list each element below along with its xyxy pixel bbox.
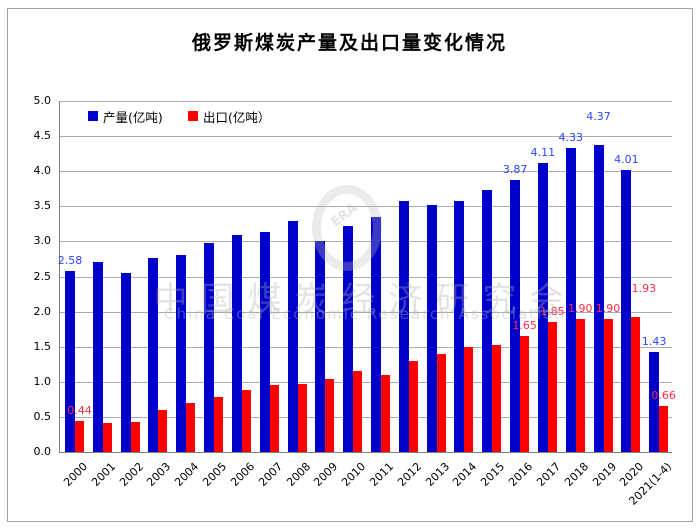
bar-production-2015 xyxy=(482,190,493,452)
gridline xyxy=(60,381,672,383)
bar-export-2017 xyxy=(547,322,557,452)
bar-export-2011 xyxy=(381,374,390,452)
bar-export-2005 xyxy=(214,397,224,452)
bar-export-2000 xyxy=(75,421,84,452)
gridline xyxy=(60,416,672,418)
bar-export-2019 xyxy=(603,318,613,452)
bar-value-label: 1.90 xyxy=(595,301,621,315)
bar-production-2009 xyxy=(315,240,326,452)
bar-production-2008 xyxy=(287,221,298,452)
gridline xyxy=(60,241,672,243)
bar-value-label: 3.87 xyxy=(502,163,528,177)
bar-value-label: 0.66 xyxy=(651,388,676,402)
gridline xyxy=(60,136,672,138)
gridline xyxy=(60,101,672,102)
legend-label-production: 产量(亿吨) xyxy=(103,110,163,125)
y-tick-label: 5.0 xyxy=(33,94,52,107)
bar-export-2012 xyxy=(408,360,418,452)
bar-production-2018 xyxy=(565,148,576,452)
bar-value-label: 1.43 xyxy=(641,334,667,348)
bar-production-2019 xyxy=(593,145,604,452)
y-tick-label: 4.5 xyxy=(33,129,52,143)
bar-export-2018 xyxy=(575,318,585,452)
y-tick-label: 3.0 xyxy=(33,234,52,248)
gridline xyxy=(60,206,672,208)
bar-production-2012 xyxy=(398,201,409,452)
y-tick-label: 2.0 xyxy=(33,304,52,318)
bar-production-2006 xyxy=(231,235,242,452)
gridline xyxy=(60,346,672,348)
production-color-swatch xyxy=(88,111,98,121)
bar-production-2000 xyxy=(65,270,75,452)
bar-export-2008 xyxy=(297,383,307,452)
bar-value-label: 0.44 xyxy=(67,404,92,418)
bar-production-2017 xyxy=(537,163,548,452)
bar-export-2020 xyxy=(631,316,641,452)
plot-area: 2.58 3.87 4.11 4.33 4.37 4.01 1.43 0.44 1.65 1.85… xyxy=(58,101,676,453)
bar-export-2021(1-4) xyxy=(659,405,669,452)
bar-production-2021(1-4) xyxy=(649,351,660,452)
y-tick-label: 3.5 xyxy=(33,199,52,213)
bar-production-2007 xyxy=(259,231,270,452)
export-color-swatch xyxy=(188,111,198,121)
bar-value-label: 4.37 xyxy=(586,110,611,124)
y-tick-label: 0.5 xyxy=(33,409,52,423)
bar-value-label: 4.11 xyxy=(530,146,556,160)
bar-export-2002 xyxy=(130,421,140,452)
legend-label-export: 出口(亿吨） xyxy=(203,110,271,125)
bar-production-2016 xyxy=(510,180,521,452)
bar-export-2016 xyxy=(520,336,530,452)
bar-export-2006 xyxy=(241,390,251,452)
y-tick-label: 2.5 xyxy=(33,269,52,283)
gridline xyxy=(60,311,672,313)
bar-value-label: 4.01 xyxy=(614,153,639,167)
bar-export-2009 xyxy=(325,378,335,452)
y-tick-label: 1.5 xyxy=(33,339,52,353)
gridline xyxy=(60,171,672,173)
bar-production-2005 xyxy=(204,242,215,452)
bar-production-2011 xyxy=(371,216,381,452)
bar-export-2013 xyxy=(436,354,446,452)
bar-export-2004 xyxy=(186,402,196,452)
bar-export-2014 xyxy=(464,346,474,452)
gridline xyxy=(60,276,672,278)
bar-value-label: 4.33 xyxy=(558,131,583,145)
bar-production-2003 xyxy=(148,258,159,452)
bar-production-2020 xyxy=(621,170,632,452)
bar-value-label: 2.58 xyxy=(57,253,83,267)
bar-value-label: 1.85 xyxy=(540,305,565,319)
bar-production-2004 xyxy=(176,254,187,452)
bar-value-label: 1.65 xyxy=(512,319,537,333)
bar-production-2001 xyxy=(92,262,103,452)
y-tick-label: 4.0 xyxy=(33,164,52,178)
bar-production-2013 xyxy=(426,204,437,452)
bar-export-2003 xyxy=(158,409,168,452)
bar-export-2010 xyxy=(353,370,363,452)
bar-value-label: 1.90 xyxy=(567,301,593,315)
bar-export-2001 xyxy=(102,423,112,452)
y-tick-label: 0.0 xyxy=(33,445,52,458)
bar-production-2002 xyxy=(120,272,131,452)
bar-export-2015 xyxy=(492,345,502,452)
chart-title: 俄罗斯煤炭产量及出口量变化情况 xyxy=(191,32,507,54)
bar-production-2014 xyxy=(454,200,465,452)
bar-production-2010 xyxy=(343,225,354,452)
bar-export-2007 xyxy=(269,384,279,452)
y-tick-label: 1.0 xyxy=(33,374,52,388)
bar-value-label: 1.93 xyxy=(631,281,657,295)
